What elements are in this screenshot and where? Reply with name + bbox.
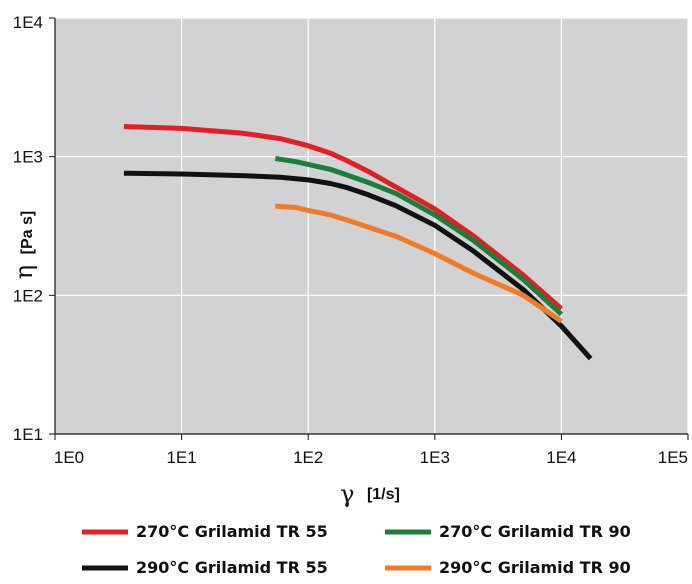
y-axis-title: η [Pa s] [10,211,38,279]
x-tick-label: 1E3 [420,448,450,467]
x-tick-label: 1E1 [166,448,196,467]
y-tick-label: 1E2 [13,286,43,305]
legend-label: 270°C Grilamid TR 55 [136,522,328,541]
legend-item: 290°C Grilamid TR 55 [82,558,328,577]
legend-item: 290°C Grilamid TR 90 [385,558,631,577]
x-tick-label: 1E5 [658,448,688,467]
legend: 270°C Grilamid TR 55 270°C Grilamid TR 90… [82,522,631,577]
x-tick-label: 1E2 [293,448,323,467]
x-axis-unit: [1/s] [367,486,400,503]
grid [54,17,689,435]
legend-label: 290°C Grilamid TR 55 [136,558,328,577]
legend-label: 270°C Grilamid TR 90 [439,522,631,541]
series-line-3 [123,170,593,361]
x-tick-label: 1E4 [546,448,576,467]
y-tick-label: 1E1 [13,425,43,444]
y-axis-unit: [Pa s] [19,211,36,255]
x-axis-title: γ [1/s] [340,480,400,508]
x-axis-ticks: 1E0 1E1 1E2 1E3 1E4 1E5 [54,434,689,467]
series-line-1 [123,124,564,311]
series-line-2 [274,156,564,317]
y-axis-ticks: 1E1 1E2 1E3 1E4 [13,13,55,444]
x-tick-label: 1E0 [54,448,84,467]
y-tick-label: 1E4 [13,13,43,32]
legend-label: 290°C Grilamid TR 90 [439,558,631,577]
x-axis-symbol: γ [340,480,354,508]
y-axis-symbol: η [10,265,38,279]
series-lines [123,124,593,361]
legend-item: 270°C Grilamid TR 90 [385,522,631,541]
y-tick-label: 1E3 [13,148,43,167]
legend-item: 270°C Grilamid TR 55 [82,522,328,541]
series-line-4 [275,203,563,324]
